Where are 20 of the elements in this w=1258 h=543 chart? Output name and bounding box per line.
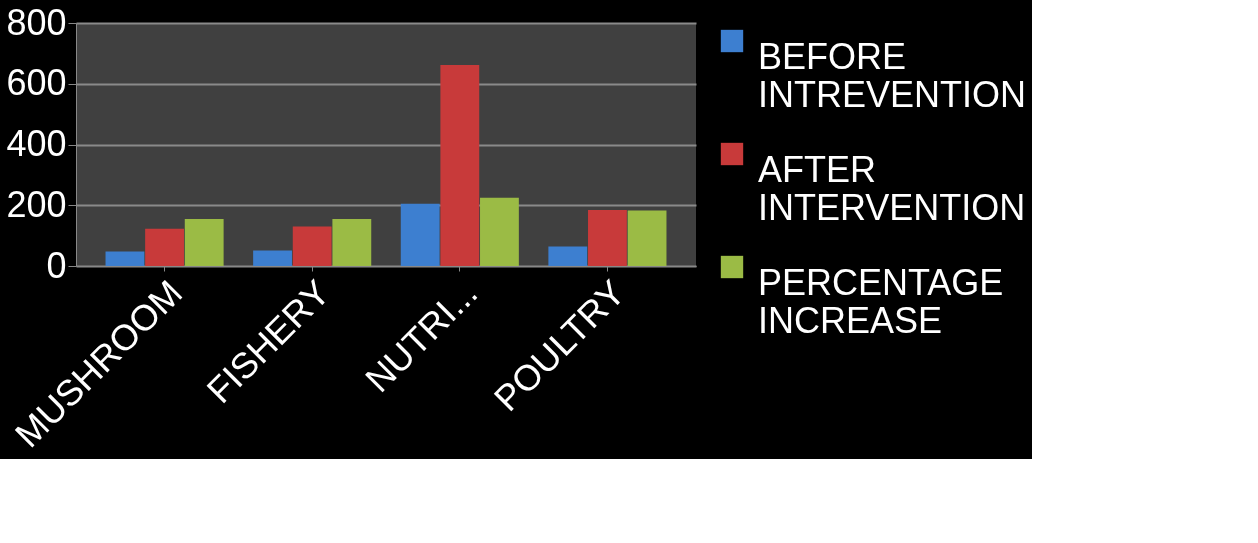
bar	[440, 64, 480, 266]
y-tick-label: 800	[6, 1, 67, 43]
y-tick-label: 200	[6, 183, 67, 225]
bar	[145, 228, 184, 266]
legend-label: PERCENTAGE INCREASE	[758, 262, 1004, 341]
bar	[184, 218, 224, 266]
bar	[332, 218, 372, 266]
legend-label: AFTER INTERVENTION	[758, 149, 1026, 228]
legend-label: BEFORE INTREVENTION	[758, 36, 1027, 115]
bar	[105, 251, 145, 266]
bar	[548, 246, 588, 266]
bar	[588, 210, 627, 266]
y-tick-label: 600	[6, 62, 67, 104]
bar	[292, 226, 332, 266]
y-tick-label: 400	[6, 123, 67, 164]
bar	[480, 197, 519, 266]
bar	[400, 203, 440, 266]
y-tick-label: 0	[46, 244, 67, 286]
bar	[253, 250, 292, 266]
bar	[627, 210, 667, 266]
